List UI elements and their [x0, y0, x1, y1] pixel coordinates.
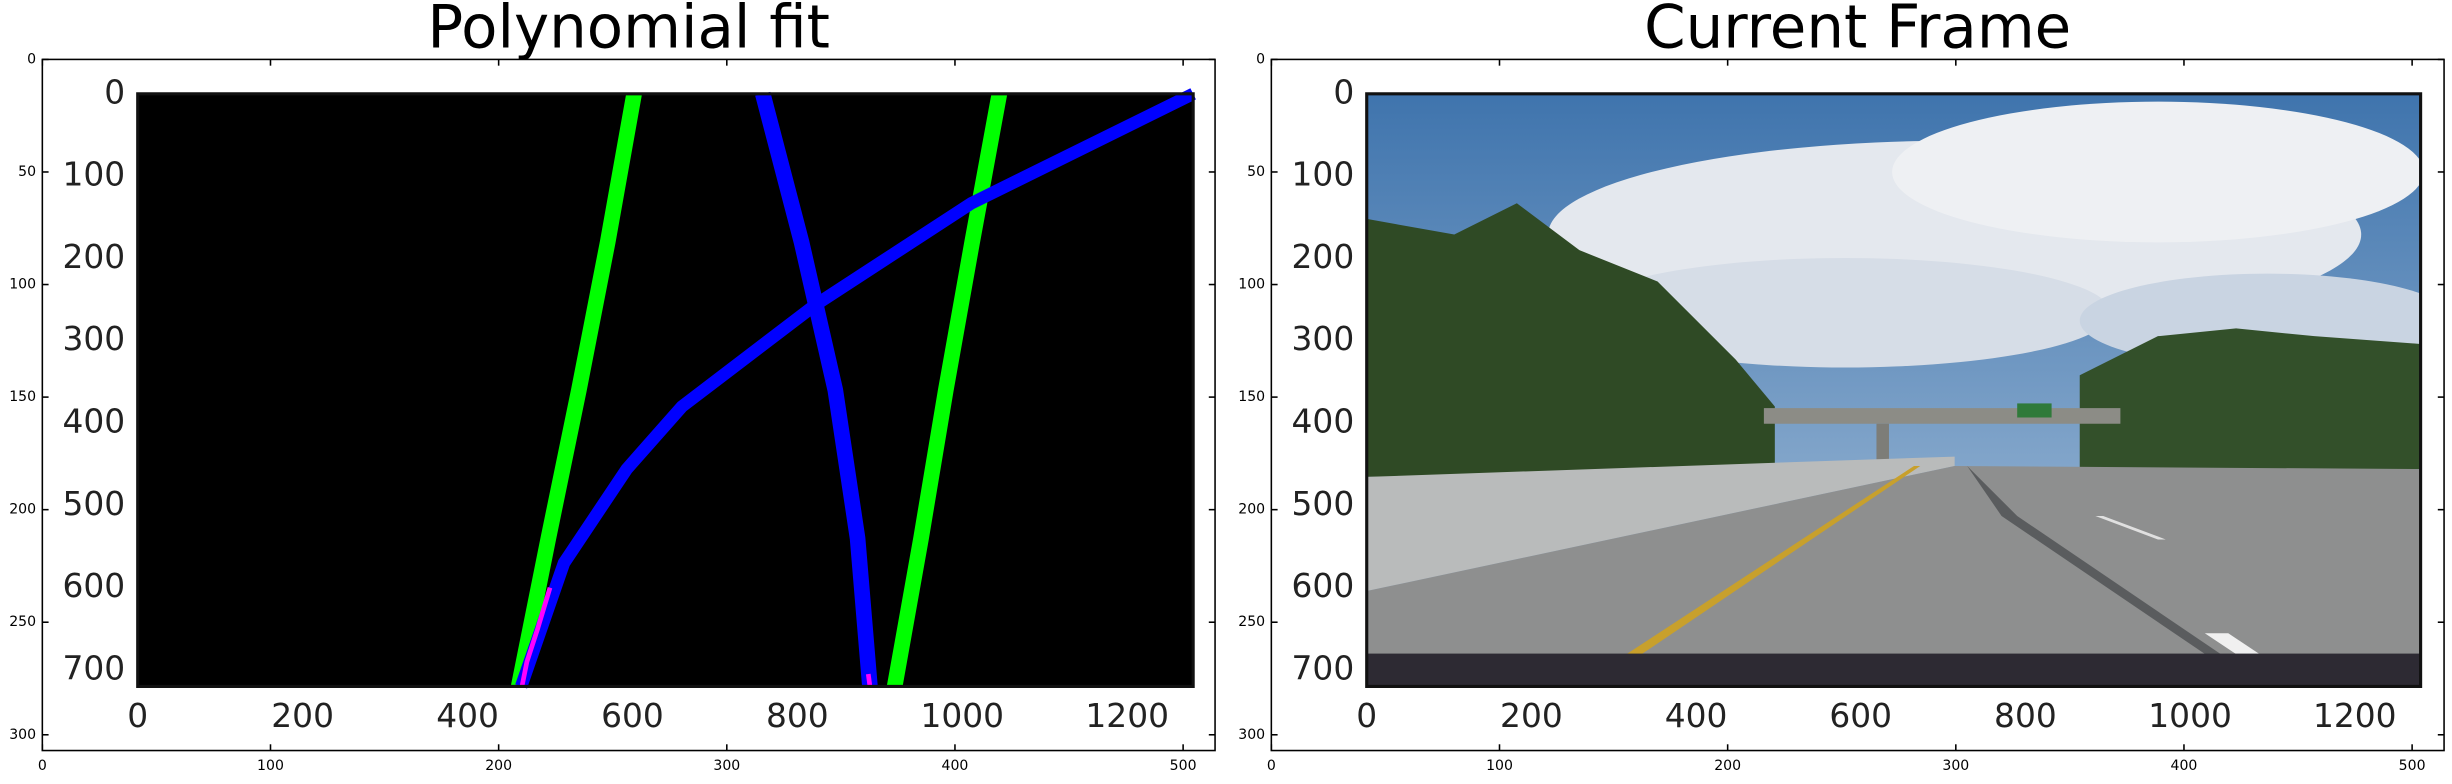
image-y-tick-label: 100: [1292, 156, 1355, 194]
image-y-tick-label: 700: [1292, 649, 1355, 687]
y-tick-label: 300: [9, 727, 36, 743]
image-y-tick-label: 200: [63, 238, 126, 276]
fit-curve: [755, 91, 878, 688]
image-frame: [136, 92, 1195, 688]
image-x-tick-label: 1200: [1085, 697, 1169, 735]
image-x-tick-label: 200: [1500, 697, 1563, 735]
y-tick-label: 0: [1256, 51, 1265, 67]
image-y-tick-label: 500: [1292, 485, 1355, 523]
image-background: [137, 93, 1194, 687]
y-tick-label: 300: [1238, 727, 1265, 743]
y-tick-label: 200: [1238, 502, 1265, 518]
image-x-tick-label: 400: [436, 697, 499, 735]
x-tick-label: 300: [713, 758, 740, 774]
y-tick-label: 50: [1247, 164, 1265, 180]
image-y-tick-label: 0: [1333, 73, 1354, 111]
image-x-tick-label: 600: [1829, 697, 1892, 735]
image-y-tick-label: 100: [63, 156, 126, 194]
fit-curve: [511, 92, 642, 688]
road-photo: [1366, 93, 2421, 687]
image-y-tick-label: 200: [1292, 238, 1355, 276]
y-tick-label: 200: [9, 502, 36, 518]
y-tick-label: 100: [9, 277, 36, 293]
image-x-tick-label: 200: [271, 697, 334, 735]
x-tick-label: 200: [485, 758, 512, 774]
image-frame: [1365, 92, 2423, 688]
chart-title: Polynomial fit: [427, 0, 830, 62]
image-x-tick-label: 1000: [921, 697, 1005, 735]
image-y-tick-label: 500: [63, 485, 126, 523]
x-tick-label: 400: [942, 758, 969, 774]
x-tick-label: 500: [1170, 758, 1197, 774]
x-tick-label: 100: [257, 758, 284, 774]
x-tick-label: 400: [2171, 758, 2198, 774]
image-x-tick-label: 600: [601, 697, 664, 735]
image-y-tick-label: 600: [1292, 567, 1355, 605]
y-tick-label: 50: [18, 164, 36, 180]
image-y-tick-label: 300: [63, 320, 126, 358]
y-tick-label: 100: [1238, 277, 1265, 293]
image-x-tick-label: 1200: [2313, 697, 2397, 735]
fit-curve: [515, 88, 1196, 689]
x-tick-label: 0: [38, 758, 47, 774]
y-tick-label: 250: [1238, 614, 1265, 630]
image-y-tick-label: 400: [63, 403, 126, 441]
image-x-tick-label: 1000: [2148, 697, 2232, 735]
y-tick-label: 250: [9, 614, 36, 630]
x-tick-label: 300: [1942, 758, 1969, 774]
y-tick-label: 150: [1238, 389, 1265, 405]
image-y-tick-label: 300: [1292, 320, 1355, 358]
fit-curve: [865, 673, 873, 687]
image-y-tick-label: 0: [104, 73, 125, 111]
y-tick-label: 0: [27, 51, 36, 67]
x-tick-label: 100: [1486, 758, 1513, 774]
image-x-tick-label: 400: [1665, 697, 1728, 735]
image-x-tick-label: 0: [1356, 697, 1377, 735]
x-tick-label: 200: [1714, 758, 1741, 774]
image-x-tick-label: 800: [1994, 697, 2057, 735]
y-tick-label: 150: [9, 389, 36, 405]
x-tick-label: 500: [2399, 758, 2426, 774]
x-tick-label: 0: [1267, 758, 1276, 774]
image-y-tick-label: 600: [63, 567, 126, 605]
image-x-tick-label: 800: [766, 697, 829, 735]
fit-curve: [519, 586, 553, 687]
image-x-tick-label: 0: [127, 697, 148, 735]
image-y-tick-label: 400: [1292, 403, 1355, 441]
image-y-tick-label: 700: [63, 649, 126, 687]
chart-title: Current Frame: [1644, 0, 2071, 62]
